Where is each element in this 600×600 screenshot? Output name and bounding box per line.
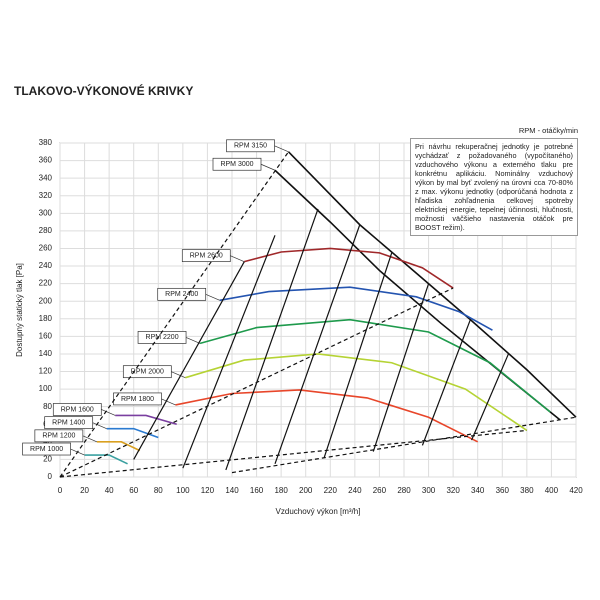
system-line bbox=[182, 235, 276, 469]
y-tick-label: 120 bbox=[39, 367, 53, 376]
y-tick-label: 200 bbox=[39, 296, 53, 305]
x-tick-label: 300 bbox=[422, 486, 436, 495]
x-tick-label: 80 bbox=[154, 486, 163, 495]
label-box bbox=[44, 416, 94, 430]
system-line bbox=[59, 151, 290, 478]
curve-label: RPM 1200 bbox=[42, 433, 75, 440]
y-tick-label: 100 bbox=[39, 384, 53, 393]
system-line bbox=[323, 252, 393, 458]
curve-label: RPM 2200 bbox=[146, 334, 179, 341]
label-box bbox=[22, 442, 71, 456]
x-axis-label: Vzduchový výkon [m³/h] bbox=[276, 507, 361, 516]
system-line bbox=[471, 353, 509, 441]
rpm-curve bbox=[185, 353, 528, 432]
label-leader bbox=[205, 294, 220, 301]
x-tick-label: 180 bbox=[274, 486, 288, 495]
system-line bbox=[225, 208, 319, 471]
rpm-curve bbox=[115, 414, 177, 426]
x-tick-label: 260 bbox=[373, 486, 387, 495]
x-tick-label: 280 bbox=[397, 486, 411, 495]
x-tick-label: 140 bbox=[225, 486, 239, 495]
x-tick-label: 20 bbox=[80, 486, 89, 495]
rpm-curve bbox=[106, 427, 159, 439]
y-tick-label: 0 bbox=[48, 472, 53, 481]
y-tick-label: 320 bbox=[39, 191, 53, 200]
y-tick-label: 220 bbox=[39, 279, 53, 288]
rpm-curve bbox=[199, 318, 551, 413]
note: Pri návrhu rekuperačnej jednotky je potr… bbox=[410, 138, 578, 236]
y-tick-label: 20 bbox=[43, 455, 52, 464]
system-line bbox=[133, 261, 245, 460]
y-tick-label: 360 bbox=[39, 156, 53, 165]
label-box bbox=[157, 287, 207, 301]
y-tick-label: 280 bbox=[39, 226, 53, 235]
system-line bbox=[421, 319, 471, 446]
curve-label: RPM 2000 bbox=[131, 369, 164, 376]
x-tick-label: 160 bbox=[250, 486, 264, 495]
rpm-curve bbox=[96, 441, 141, 452]
label-leader bbox=[171, 371, 186, 379]
x-tick-label: 40 bbox=[105, 486, 114, 495]
label-box bbox=[113, 392, 162, 406]
y-axis-label: Dostupný statický tlak [Pa] bbox=[15, 263, 24, 357]
system-line bbox=[372, 283, 430, 452]
x-tick-label: 60 bbox=[129, 486, 138, 495]
system-line bbox=[231, 416, 577, 474]
label-box bbox=[226, 139, 275, 153]
y-tick-label: 380 bbox=[39, 138, 53, 147]
label-leader bbox=[161, 398, 176, 406]
legend-title: RPM - otáčky/min bbox=[519, 126, 578, 135]
system-line bbox=[59, 429, 527, 478]
label-leader bbox=[82, 435, 97, 443]
y-tick-label: 80 bbox=[43, 402, 52, 411]
x-tick-label: 380 bbox=[520, 486, 534, 495]
y-tick-label: 140 bbox=[39, 349, 53, 358]
label-leader bbox=[92, 422, 107, 429]
curve-label: RPM 2400 bbox=[165, 291, 198, 298]
x-tick-label: 220 bbox=[324, 486, 338, 495]
x-tick-label: 340 bbox=[471, 486, 485, 495]
curve-label: RPM 1000 bbox=[30, 446, 63, 453]
label-box bbox=[52, 403, 102, 416]
rpm-curve bbox=[219, 286, 493, 331]
x-tick-label: 0 bbox=[58, 486, 63, 495]
rpm-curve bbox=[175, 389, 479, 443]
chart-title: TLAKOVO-VÝKONOVÉ KRIVKY bbox=[14, 83, 193, 98]
x-tick-label: 100 bbox=[176, 486, 190, 495]
x-tick-label: 360 bbox=[496, 486, 510, 495]
curve-label: RPM 3150 bbox=[234, 143, 267, 150]
label-leader bbox=[185, 337, 201, 344]
label-box bbox=[34, 429, 84, 443]
curve-label: RPM 3000 bbox=[220, 161, 253, 168]
label-box bbox=[122, 365, 172, 379]
label-leader bbox=[101, 409, 116, 416]
x-tick-label: 320 bbox=[446, 486, 460, 495]
y-tick-label: 260 bbox=[39, 244, 53, 253]
label-leader bbox=[260, 163, 276, 171]
rpm-curve bbox=[244, 247, 454, 289]
y-tick-label: 300 bbox=[39, 208, 53, 217]
y-tick-label: 240 bbox=[39, 261, 53, 270]
curve-label: RPM 1600 bbox=[61, 406, 94, 413]
curve-label: RPM 1800 bbox=[121, 396, 154, 403]
curve-label: RPM 2600 bbox=[190, 253, 223, 260]
y-tick-label: 180 bbox=[39, 314, 53, 323]
x-tick-label: 120 bbox=[201, 486, 215, 495]
rpm-curve bbox=[287, 151, 577, 418]
curve-label: RPM 1400 bbox=[52, 420, 85, 427]
x-tick-label: 200 bbox=[299, 486, 313, 495]
x-tick-label: 420 bbox=[569, 486, 583, 495]
y-tick-label: 340 bbox=[39, 173, 53, 182]
rpm-curve bbox=[84, 454, 128, 465]
system-line bbox=[274, 224, 361, 465]
label-box bbox=[212, 157, 262, 171]
y-tick-label: 160 bbox=[39, 331, 53, 340]
label-leader bbox=[274, 145, 289, 153]
x-tick-label: 240 bbox=[348, 486, 362, 495]
label-leader bbox=[230, 255, 245, 262]
x-tick-label: 400 bbox=[545, 486, 559, 495]
